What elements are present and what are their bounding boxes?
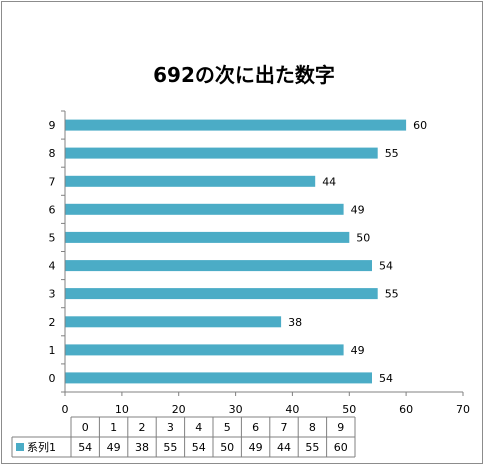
category-label-0: 0 [49,372,56,385]
table-value-7: 44 [277,441,291,454]
x-tick-label-10: 10 [115,403,129,416]
category-label-8: 8 [49,147,56,160]
table-value-8: 55 [305,441,319,454]
table-value-4: 54 [192,441,206,454]
bar-0 [65,372,372,384]
bars-layer: 54 49 38 55 54 50 49 44 55 60 [65,119,427,385]
category-label-4: 4 [49,260,56,273]
data-label-2: 38 [288,316,302,329]
category-label-3: 3 [49,288,56,301]
bar-7 [65,175,316,187]
table-header-3: 3 [167,421,174,434]
data-label-4: 54 [379,260,393,273]
x-tick-label-20: 20 [172,403,186,416]
category-label-9: 9 [49,119,56,132]
bar-9 [65,119,407,131]
x-tick-label-60: 60 [399,403,413,416]
table-value-3: 55 [163,441,177,454]
x-tick-label-0: 0 [62,403,69,416]
data-table: 0 54 1 49 2 38 3 55 4 54 5 50 6 49 7 44 8 55 9 60 系列1 [11,416,356,458]
table-header-6: 6 [252,421,259,434]
table-value-2: 38 [135,441,149,454]
data-label-5: 50 [356,231,370,244]
table-header-4: 4 [195,421,202,434]
bar-8 [65,147,378,159]
x-tick-label-30: 30 [229,403,243,416]
legend-key [16,443,24,451]
data-label-0: 54 [379,372,393,385]
x-tick-label-40: 40 [285,403,299,416]
data-label-1: 49 [351,344,365,357]
bar-4 [65,260,372,272]
bar-3 [65,288,378,300]
table-value-9: 60 [334,441,348,454]
x-tick-label-70: 70 [456,403,470,416]
chart-title: 692の次に出た数字 [153,63,335,87]
table-value-6: 49 [249,441,263,454]
table-header-2: 2 [139,421,146,434]
table-value-1: 49 [107,441,121,454]
table-header-5: 5 [224,421,231,434]
axis-layer: 0 1 2 3 4 5 6 7 8 9 0 10 20 30 40 50 60 70 [49,110,470,416]
table-header-0: 0 [82,421,89,434]
category-label-5: 5 [49,231,56,244]
category-label-6: 6 [49,203,56,216]
data-label-8: 55 [385,147,399,160]
data-label-7: 44 [322,175,336,188]
category-label-1: 1 [49,344,56,357]
bar-5 [65,231,350,243]
table-value-5: 50 [220,441,234,454]
legend-series-name: 系列1 [27,440,56,454]
data-label-6: 49 [351,203,365,216]
x-tick-label-50: 50 [342,403,356,416]
bar-1 [65,344,344,356]
bar-2 [65,316,282,328]
table-header-9: 9 [337,421,344,434]
table-value-0: 54 [78,441,92,454]
table-header-7: 7 [281,421,288,434]
data-label-3: 55 [385,288,399,301]
category-label-2: 2 [49,316,56,329]
category-label-7: 7 [49,175,56,188]
bar-6 [65,203,344,215]
data-label-9: 60 [413,119,427,132]
table-header-1: 1 [110,421,117,434]
table-header-8: 8 [309,421,316,434]
